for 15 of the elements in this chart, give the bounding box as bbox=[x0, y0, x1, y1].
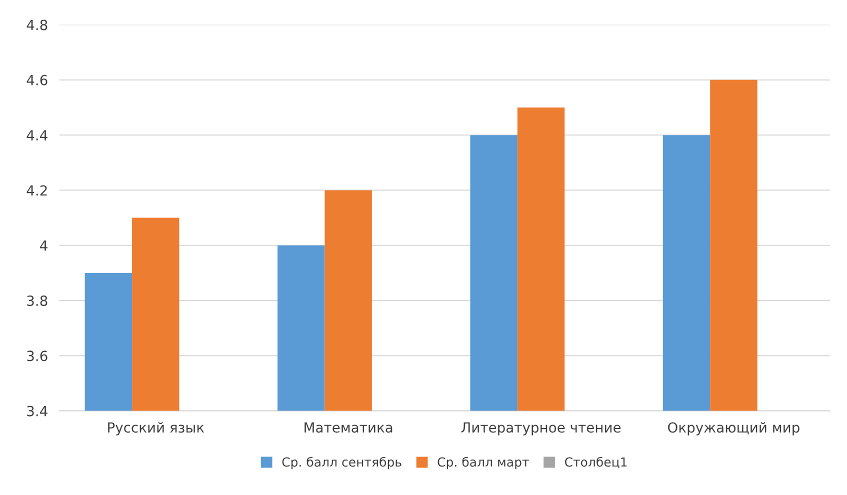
y-tick-label: 3.4 bbox=[27, 406, 48, 416]
y-tick-label: 3.6 bbox=[27, 350, 48, 362]
x-tick-label: Русский язык bbox=[108, 422, 204, 436]
x-tick-label: Математика bbox=[304, 422, 392, 433]
y-tick-label: 4 bbox=[40, 240, 48, 251]
x-tick-label: Литературное чтение bbox=[461, 422, 621, 436]
legend-label: Столбец1 bbox=[564, 456, 627, 468]
y-tick-label: 4.2 bbox=[26, 185, 47, 196]
y-tick-label: 3.8 bbox=[27, 296, 48, 306]
legend-label: Ср. балл март bbox=[438, 456, 529, 470]
y-tick-label: 4.4 bbox=[26, 130, 48, 140]
x-tick-label: Окружающий мир bbox=[668, 422, 800, 436]
legend-label: Ср. балл сентябрь bbox=[282, 456, 402, 470]
y-tick-label: 4.6 bbox=[26, 74, 48, 86]
y-tick-label: 4.8 bbox=[26, 20, 48, 30]
